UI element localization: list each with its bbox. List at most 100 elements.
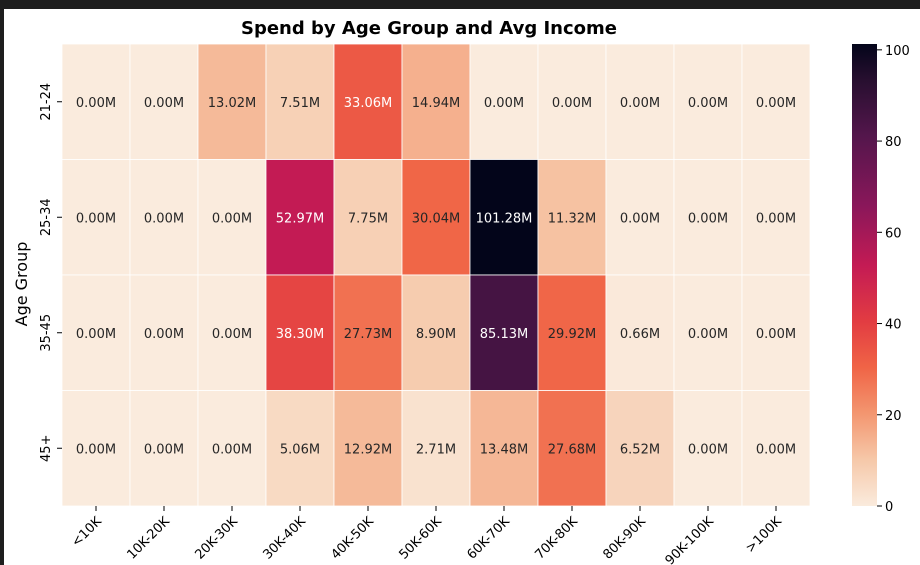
cell-value-label: 0.00M [756, 442, 796, 457]
cell-value-label: 30.04M [412, 211, 460, 226]
x-tick-label: <10K [69, 514, 105, 550]
heatmap-cell [401, 43, 471, 160]
heatmap-cell [129, 43, 199, 160]
heatmap-cell [537, 159, 607, 276]
cell-value-label: 0.00M [144, 442, 184, 457]
cell-value-label: 0.00M [212, 327, 252, 342]
heatmap-cell [333, 274, 403, 391]
heatmap-cell [197, 159, 267, 276]
cell-value-label: 13.02M [208, 96, 256, 111]
cell-value-label: 7.51M [280, 96, 320, 111]
heatmap-cell [333, 159, 403, 276]
y-tick-label: 45+ [39, 435, 54, 462]
x-tick-label: 80K-90K [600, 514, 649, 563]
cell-value-label: 0.00M [620, 211, 660, 226]
heatmap-cell [197, 43, 267, 160]
heatmap-cell [401, 274, 471, 391]
cell-value-label: 14.94M [412, 96, 460, 111]
cell-value-label: 0.00M [76, 211, 116, 226]
heatmap-cell [673, 43, 743, 160]
cell-value-label: 0.00M [76, 327, 116, 342]
y-tick-label: 21-24 [39, 83, 54, 121]
cell-value-label: 0.00M [484, 96, 524, 111]
colorbar-tick-label: 20 [885, 409, 902, 424]
heatmap-cell [741, 274, 811, 391]
heatmap-cell [469, 390, 539, 507]
cell-value-label: 0.00M [688, 327, 728, 342]
cell-value-label: 27.68M [548, 442, 596, 457]
heatmap-cell [741, 390, 811, 507]
heatmap-cell [61, 43, 131, 160]
heatmap-cell [265, 159, 335, 276]
cell-value-label: 0.00M [144, 96, 184, 111]
colorbar-tick-label: 0 [885, 500, 893, 515]
cell-value-label: 0.66M [620, 327, 660, 342]
cell-value-label: 5.06M [280, 442, 320, 457]
heatmap-cell [469, 159, 539, 276]
cell-value-label: 101.28M [476, 211, 533, 226]
cell-value-label: 13.48M [480, 442, 528, 457]
cell-value-label: 0.00M [76, 442, 116, 457]
heatmap-cells: 0.00M 0.00M 13.02M 7.51M 33.06M 14.94M 0.00M 0.… [61, 43, 811, 507]
cell-value-label: 0.00M [212, 211, 252, 226]
cell-value-label: 6.52M [620, 442, 660, 457]
heatmap-cell [61, 274, 131, 391]
x-tick-label: 70K-80K [532, 514, 581, 563]
heatmap-cell [61, 159, 131, 276]
cell-value-label: 27.73M [344, 327, 392, 342]
heatmap-cell [129, 390, 199, 507]
heatmap-cell [673, 159, 743, 276]
cell-value-label: 0.00M [76, 96, 116, 111]
cell-value-label: 0.00M [552, 96, 592, 111]
cell-value-label: 0.00M [212, 442, 252, 457]
chart-title: Spend by Age Group and Avg Income [241, 18, 617, 39]
x-tick-label: 10K-20K [124, 514, 173, 563]
cell-value-label: 11.32M [548, 211, 596, 226]
heatmap-cell [197, 390, 267, 507]
heatmap-cell [605, 159, 675, 276]
cell-value-label: 33.06M [344, 96, 392, 111]
x-tick-label: 40K-50K [328, 514, 377, 563]
x-tick-label: 30K-40K [260, 514, 309, 563]
heatmap-cell [333, 43, 403, 160]
cell-value-label: 8.90M [416, 327, 456, 342]
chart-frame: Spend by Age Group and Avg Income 0.00M 0… [4, 9, 920, 565]
y-tick-label: 25-34 [39, 198, 54, 236]
heatmap-chart: Spend by Age Group and Avg Income 0.00M 0… [12, 18, 910, 565]
cell-value-label: 52.97M [276, 211, 324, 226]
x-tick-label: 50K-60K [396, 514, 445, 563]
heatmap-cell [605, 274, 675, 391]
colorbar-gradient [852, 44, 877, 506]
heatmap-cell [469, 274, 539, 391]
cell-value-label: 0.00M [688, 211, 728, 226]
heatmap-cell [741, 159, 811, 276]
colorbar-tick-label: 80 [885, 135, 902, 150]
colorbar-tick-label: 60 [885, 226, 902, 241]
heatmap-cell [401, 390, 471, 507]
y-axis-ticks: 21-24 25-34 35-45 45+ [39, 83, 62, 462]
heatmap-cell [333, 390, 403, 507]
cell-value-label: 0.00M [756, 211, 796, 226]
heatmap-cell [605, 390, 675, 507]
cell-value-label: 0.00M [756, 96, 796, 111]
x-tick-label: 90K-100K [663, 514, 718, 565]
heatmap-cell [741, 43, 811, 160]
x-tick-label: >100K [743, 514, 785, 556]
heatmap-cell [673, 390, 743, 507]
cell-value-label: 85.13M [480, 327, 528, 342]
cell-value-label: 0.00M [620, 96, 660, 111]
heatmap-cell [265, 43, 335, 160]
colorbar-tick-label: 40 [885, 318, 902, 333]
x-tick-label: 60K-70K [464, 514, 513, 563]
heatmap-cell [537, 43, 607, 160]
cell-value-label: 38.30M [276, 327, 324, 342]
cell-value-label: 0.00M [144, 327, 184, 342]
heatmap-cell [197, 274, 267, 391]
y-axis-label: Age Group [12, 242, 31, 327]
cell-value-label: 0.00M [756, 327, 796, 342]
colorbar: 0 20 40 60 80 100 [852, 44, 910, 515]
x-axis-ticks: <10K 10K-20K 20K-30K 30K-40K 40K-50K 50K-60K 6… [69, 506, 785, 565]
cell-value-label: 0.00M [144, 211, 184, 226]
heatmap-cell [401, 159, 471, 276]
heatmap-cell [265, 390, 335, 507]
